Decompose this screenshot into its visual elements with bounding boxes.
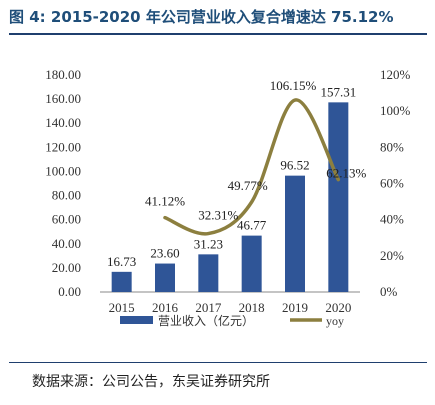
bar <box>241 235 262 292</box>
y-tick-label: 120.00 <box>45 139 81 154</box>
legend-bar-swatch <box>120 316 153 324</box>
y2-tick-label: 0% <box>380 284 398 299</box>
x-tick-label: 2020 <box>325 300 351 315</box>
bar <box>111 271 132 292</box>
bar-value-label: 23.60 <box>150 246 179 261</box>
legend-bar-label: 营业收入（亿元） <box>158 313 254 328</box>
x-tick-label: 2017 <box>195 300 222 315</box>
bar <box>328 102 349 292</box>
revenue-chart: 0.00 20.00 40.00 60.00 80.00 100.00 120.00 140.… <box>45 67 411 328</box>
y-tick-label: 20.00 <box>52 260 81 275</box>
y-tick-label: 140.00 <box>45 115 81 130</box>
x-tick-label: 2019 <box>282 300 308 315</box>
legend-line-label: yoy <box>326 314 344 328</box>
bar <box>198 254 219 292</box>
yoy-value-label: 106.15% <box>270 78 317 93</box>
y2-tick-label: 40% <box>380 212 404 227</box>
yoy-value-label: 49.77% <box>228 178 268 193</box>
bar-value-label: 96.52 <box>280 158 309 173</box>
bar-value-label: 46.77 <box>237 218 267 233</box>
bar <box>285 175 305 292</box>
bar-value-label: 16.73 <box>107 254 136 269</box>
x-tick-label: 2018 <box>239 300 265 315</box>
yoy-value-label: 62.13% <box>326 166 366 181</box>
y-tick-label: 60.00 <box>52 212 81 227</box>
yoy-value-label: 32.31% <box>198 208 238 223</box>
yoy-line <box>163 98 341 236</box>
y2-tick-label: 60% <box>380 176 404 191</box>
y-tick-label: 100.00 <box>45 163 81 178</box>
figure-title: 图 4: 2015-2020 年公司营业收入复合增速达 75.12% <box>9 8 394 26</box>
y2-tick-label: 120% <box>380 67 411 82</box>
y-tick-label: 180.00 <box>45 67 81 82</box>
source-note: 数据来源：公司公告，东吴证券研究所 <box>32 374 270 390</box>
y2-tick-label: 20% <box>380 248 404 263</box>
footer-rule <box>9 362 427 363</box>
y2-tick-label: 100% <box>380 103 411 118</box>
y-tick-label: 80.00 <box>52 188 81 203</box>
x-tick-label: 2015 <box>109 300 135 315</box>
bar <box>155 263 175 292</box>
title-rule <box>9 33 427 35</box>
yoy-value-label: 41.12% <box>145 194 185 209</box>
bar-value-label: 157.31 <box>320 84 356 99</box>
bar-value-label: 31.23 <box>194 236 223 251</box>
x-tick-label: 2016 <box>152 300 179 315</box>
y2-tick-label: 80% <box>380 139 404 154</box>
y-tick-label: 160.00 <box>45 91 81 106</box>
y-tick-label: 40.00 <box>52 236 81 251</box>
y-tick-label: 0.00 <box>58 284 81 299</box>
